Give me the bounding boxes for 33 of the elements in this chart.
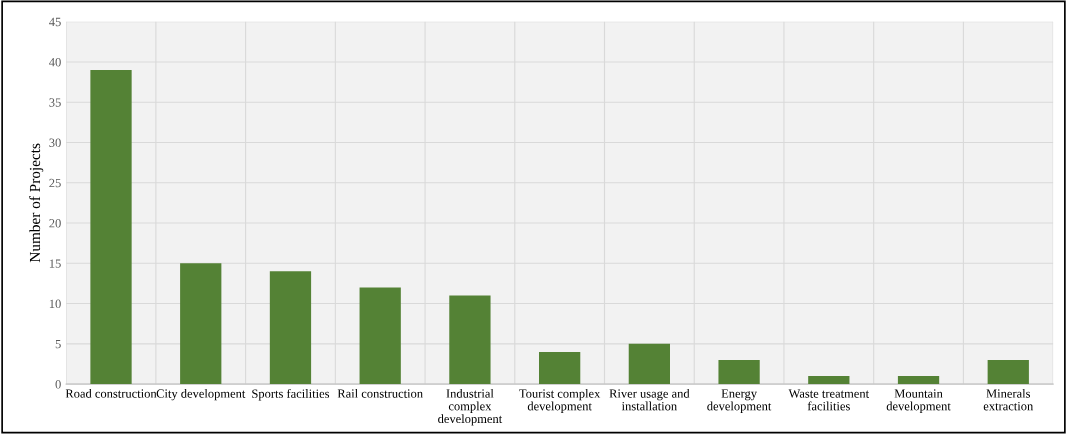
y-tick-label: 15 — [49, 259, 61, 268]
y-tick-label: 35 — [49, 98, 61, 107]
x-tick-label: Rail construction — [337, 388, 423, 398]
x-tick-label: Energy development — [707, 389, 772, 413]
x-tick-label: Tourist complex development — [519, 388, 601, 413]
x-tick-label: City development — [156, 388, 246, 401]
x-tick-label: Minerals extraction — [983, 388, 1034, 411]
bar — [539, 351, 581, 385]
x-tick-label: Industrial complex development — [438, 388, 503, 426]
y-tick-label: 30 — [49, 138, 61, 147]
bar — [808, 376, 850, 385]
y-tick-label: 0 — [55, 380, 61, 389]
bar — [449, 295, 491, 385]
x-tick-label: Mountain development — [886, 389, 951, 413]
bar — [718, 359, 760, 385]
bar — [628, 343, 670, 385]
y-tick-label: 25 — [49, 178, 61, 188]
y-tick-label: 20 — [49, 219, 61, 228]
x-tick-label: Sports facilities — [252, 388, 330, 401]
bar — [987, 359, 1029, 385]
bar — [90, 70, 132, 385]
bar — [897, 376, 940, 385]
x-tick-label: River usage and installation — [609, 388, 690, 411]
y-tick-label: 10 — [49, 299, 61, 309]
y-tick-label: 40 — [49, 57, 61, 67]
x-tick-label: Road construction — [65, 388, 157, 398]
bar — [180, 263, 222, 385]
bar — [269, 271, 312, 385]
x-tick-label: Waste treatment facilities — [788, 389, 870, 411]
y-tick-label: 5 — [55, 339, 61, 349]
y-tick-label: 45 — [49, 17, 61, 27]
bar — [359, 287, 401, 385]
y-axis-title: Number of Projects — [29, 143, 44, 263]
